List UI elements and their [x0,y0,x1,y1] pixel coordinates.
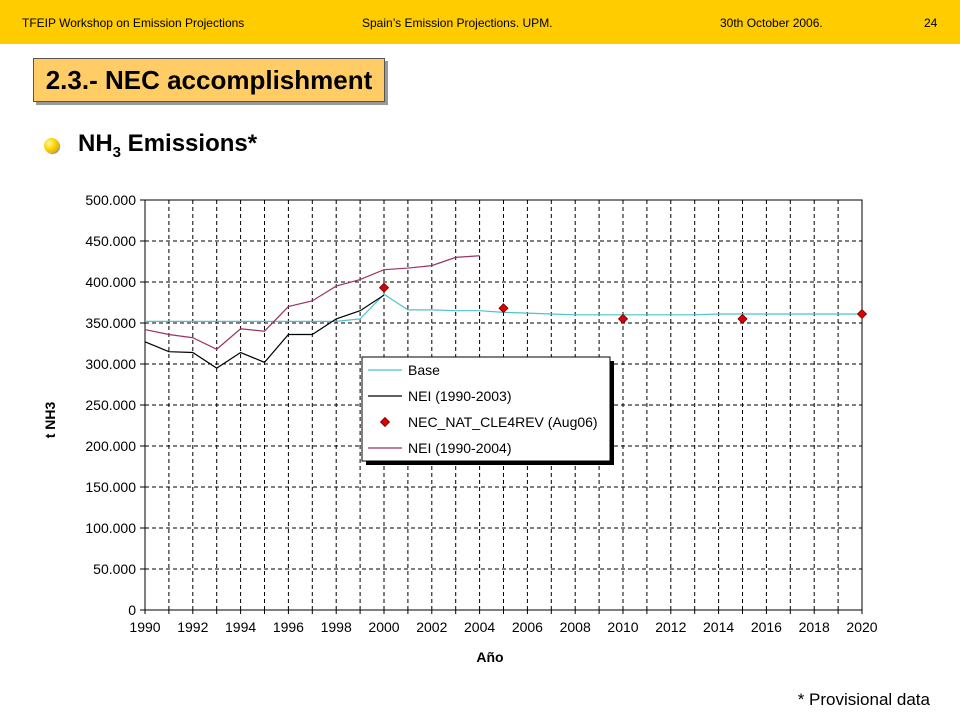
footnote: * Provisional data [797,690,930,709]
x-tick-label: 2012 [655,619,686,635]
y-tick-label: 300.000 [85,356,136,372]
x-tick-label: 1994 [225,619,256,635]
x-axis-label: Año [476,649,503,665]
bullet-dot-icon [44,138,59,153]
y-tick-label: 450.000 [85,233,136,249]
x-tick-label: 2006 [512,619,543,635]
bullet-suffix: Emissions* [121,130,258,157]
legend-swatch [379,416,391,428]
header-date: 30th October 2006. [720,16,823,30]
y-tick-label: 100.000 [85,520,136,536]
y-axis-label-main: t NH3 [42,402,58,439]
page-number: 24 [924,16,938,30]
legend: Base NEI (1990-2003) NEC_NAT_CLE4REV (Aug0… [361,356,614,465]
y-axis-label: t NH3 [42,402,58,439]
x-tick-label: 1990 [129,619,160,635]
x-tick-label: 1992 [177,619,208,635]
x-tick-label: 2002 [416,619,447,635]
y-tick-label: 350.000 [85,315,136,331]
x-tick-label: 2000 [368,619,399,635]
legend-label: NEI (1990-2003) [408,388,512,404]
x-tick-label: 2016 [751,619,782,635]
x-tick-label: 1998 [321,619,352,635]
y-tick-label: 0 [128,602,136,618]
y-tick-label: 400.000 [85,274,136,290]
y-tick-label: 500.000 [85,192,136,208]
header-presentation-title: Spain’s Emission Projections. UPM. [362,16,553,30]
series-marker [498,303,509,314]
y-tick-label: 250.000 [85,397,136,413]
x-tick-label: 2008 [560,619,591,635]
series-line-2 [144,294,385,369]
bullet-heading: NH3 Emissions* [78,130,257,161]
x-tick-label: 2010 [607,619,638,635]
series-marker [856,308,868,320]
x-tick-label: 2020 [846,619,877,635]
header-workshop-title: TFEIP Workshop on Emission Projections [22,16,245,30]
series-line-4 [144,255,480,350]
y-tick-label: 50.000 [93,561,136,577]
series-marker [737,313,748,324]
legend-label: NEC_NAT_CLE4REV (Aug06) [408,414,598,430]
x-tick-label: 2018 [799,619,830,635]
series-marker [378,282,390,293]
slide-title: 2.3.- NEC accomplishment [33,58,385,102]
bullet-subscript: 3 [112,143,122,161]
legend-label: NEI (1990-2004) [408,440,512,456]
y-tick-label: 150.000 [85,479,136,495]
header-bar: TFEIP Workshop on Emission Projections S… [0,0,960,44]
x-tick-label: 1996 [273,619,304,635]
emissions-chart: 0 50.000 100.000 150.000 200.000 250.000 300.0… [42,192,878,665]
x-tick-label: 2014 [703,619,734,635]
bullet-text: NH [78,130,113,157]
legend-box [361,356,611,462]
x-tick-label: 2004 [464,619,495,635]
y-tick-label: 200.000 [85,438,136,454]
legend-label: Base [408,362,440,378]
series-marker [617,313,629,324]
